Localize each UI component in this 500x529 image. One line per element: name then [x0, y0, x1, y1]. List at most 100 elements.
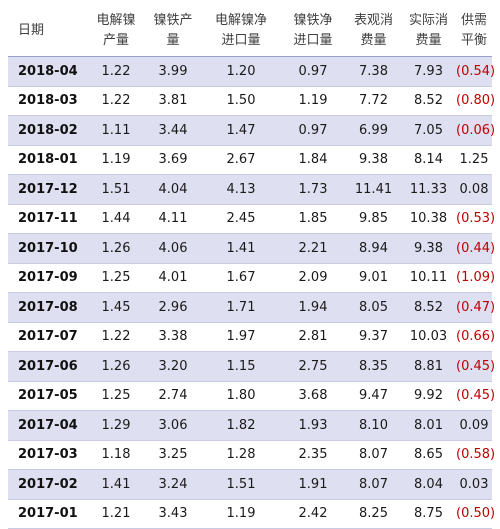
value-cell: 1.18	[88, 440, 144, 470]
value-cell: 7.05	[401, 115, 456, 146]
value-cell: 1.25	[88, 263, 144, 293]
value-cell: 1.82	[202, 410, 280, 441]
balance-cell: (1.09)	[456, 263, 495, 293]
nickel-balance-sheet: 日期 电解镍 产量 镍铁产量电解镍净 进口量 镍铁净 进口量 表观消 费量 实际消 费量 供需 平衡 2…	[8, 6, 495, 529]
value-cell: 1.19	[202, 499, 280, 529]
column-header-line2: 平衡	[460, 33, 487, 48]
value-cell: 2.35	[280, 440, 346, 470]
date-cell: 2017-01	[8, 499, 88, 529]
column-header-line2: 费量	[360, 33, 387, 48]
date-cell: 2017-08	[8, 292, 88, 323]
balance-cell: (0.45)	[456, 351, 495, 382]
table-row: 2017-05 1.25 2.74 1.80 3.68 9.47 9.92 (0.45)	[8, 381, 495, 411]
date-cell: 2017-07	[8, 322, 88, 352]
value-cell: 1.93	[280, 410, 346, 441]
balance-cell: (0.54)	[456, 56, 495, 87]
table-row: 2017-11 1.44 4.11 2.45 1.85 9.85 10.38 (0.53)	[8, 204, 495, 234]
value-cell: 1.67	[202, 263, 280, 293]
date-cell: 2017-10	[8, 233, 88, 264]
column-header-line1: 表观消	[353, 13, 393, 28]
value-cell: 1.51	[202, 469, 280, 500]
value-cell: 9.37	[346, 322, 401, 352]
table-row: 2017-07 1.22 3.38 1.97 2.81 9.37 10.03 (0.66)	[8, 322, 495, 352]
table-row: 2017-01 1.21 3.43 1.19 2.42 8.25 8.75 (0.50)	[8, 499, 495, 529]
balance-cell: (0.53)	[456, 204, 495, 234]
value-cell: 3.69	[144, 145, 202, 175]
value-cell: 7.38	[346, 56, 401, 87]
balance-cell: (0.44)	[456, 233, 495, 264]
value-cell: 1.44	[88, 204, 144, 234]
balance-cell: (0.45)	[456, 381, 495, 411]
value-cell: 1.41	[202, 233, 280, 264]
value-cell: 0.97	[280, 56, 346, 87]
value-cell: 3.43	[144, 499, 202, 529]
balance-cell: (0.47)	[456, 292, 495, 323]
value-cell: 7.72	[346, 86, 401, 116]
nickel-table: 日期 电解镍 产量 镍铁产量电解镍净 进口量 镍铁净 进口量 表观消 费量 实际消 费量 供需 平衡 2…	[8, 6, 495, 529]
value-cell: 2.96	[144, 292, 202, 323]
balance-cell: (0.80)	[456, 86, 495, 116]
date-cell: 2017-06	[8, 351, 88, 382]
balance-cell: (0.50)	[456, 499, 495, 529]
value-cell: 1.22	[88, 322, 144, 352]
value-cell: 3.25	[144, 440, 202, 470]
table-row: 2017-03 1.18 3.25 1.28 2.35 8.07 8.65 (0.58)	[8, 440, 495, 470]
column-header-line1: 实际消	[408, 13, 448, 28]
value-cell: 4.06	[144, 233, 202, 264]
value-cell: 9.92	[401, 381, 456, 411]
value-cell: 1.71	[202, 292, 280, 323]
column-header-line2: 进口量	[293, 33, 333, 48]
column-header-line1: 电解镍	[96, 13, 136, 28]
column-header-line2: 量	[166, 33, 180, 48]
balance-cell: 0.09	[456, 410, 492, 441]
date-cell: 2017-11	[8, 204, 88, 234]
value-cell: 4.13	[202, 174, 280, 205]
value-cell: 9.47	[346, 381, 401, 411]
value-cell: 3.44	[144, 115, 202, 146]
value-cell: 8.35	[346, 351, 401, 382]
column-header-line1: 日期	[18, 23, 45, 38]
column-header-line2: 产量	[102, 33, 129, 48]
value-cell: 8.75	[401, 499, 456, 529]
date-cell: 2018-04	[8, 56, 88, 87]
table-row: 2018-03 1.22 3.81 1.50 1.19 7.72 8.52 (0.80)	[8, 86, 495, 116]
date-cell: 2017-09	[8, 263, 88, 293]
column-header-line1: 供需	[460, 13, 487, 28]
balance-cell: 0.08	[456, 174, 492, 205]
value-cell: 8.52	[401, 292, 456, 323]
table-header: 日期 电解镍 产量 镍铁产量电解镍净 进口量 镍铁净 进口量 表观消 费量 实际消 费量 供需 平衡	[8, 6, 492, 57]
table-row: 2017-02 1.41 3.24 1.51 1.91 8.07 8.04 0.03	[8, 469, 492, 500]
column-header: 供需 平衡	[456, 6, 492, 57]
value-cell: 3.06	[144, 410, 202, 441]
column-header: 日期	[8, 6, 88, 57]
value-cell: 8.65	[401, 440, 456, 470]
value-cell: 3.68	[280, 381, 346, 411]
date-cell: 2017-04	[8, 410, 88, 441]
value-cell: 0.97	[280, 115, 346, 146]
value-cell: 1.26	[88, 233, 144, 264]
value-cell: 7.93	[401, 56, 456, 87]
value-cell: 1.19	[88, 145, 144, 175]
value-cell: 4.04	[144, 174, 202, 205]
balance-cell: (0.06)	[456, 115, 495, 146]
value-cell: 1.22	[88, 56, 144, 87]
date-cell: 2017-03	[8, 440, 88, 470]
value-cell: 2.81	[280, 322, 346, 352]
value-cell: 1.51	[88, 174, 144, 205]
table-row: 2017-06 1.26 3.20 1.15 2.75 8.35 8.81 (0.45)	[8, 351, 495, 382]
column-header: 实际消 费量	[401, 6, 456, 57]
date-cell: 2018-01	[8, 145, 88, 175]
value-cell: 9.38	[346, 145, 401, 175]
table-row: 2017-09 1.25 4.01 1.67 2.09 9.01 10.11 (1.09)	[8, 263, 495, 293]
table-row: 2017-08 1.45 2.96 1.71 1.94 8.05 8.52 (0.47)	[8, 292, 495, 323]
value-cell: 8.14	[401, 145, 456, 175]
value-cell: 9.01	[346, 263, 401, 293]
column-header-line2: 费量	[415, 33, 442, 48]
table-body: 2018-04 1.22 3.99 1.20 0.97 7.38 7.93 (0.54) 201…	[8, 56, 495, 529]
value-cell: 1.85	[280, 204, 346, 234]
value-cell: 3.24	[144, 469, 202, 500]
value-cell: 4.11	[144, 204, 202, 234]
value-cell: 3.20	[144, 351, 202, 382]
column-header-line1: 镍铁净	[293, 13, 333, 28]
value-cell: 8.05	[346, 292, 401, 323]
